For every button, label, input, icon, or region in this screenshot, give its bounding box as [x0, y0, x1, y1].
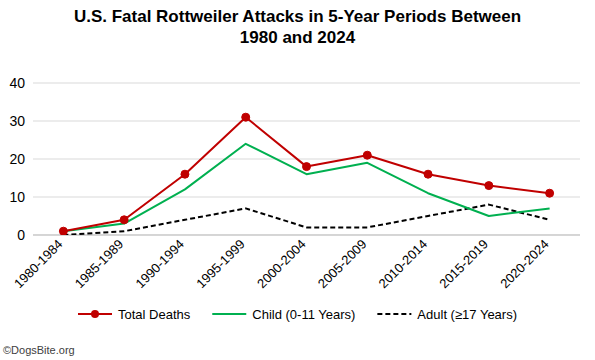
legend-swatch	[377, 313, 411, 315]
y-tick-label: 20	[9, 151, 25, 167]
series-marker	[485, 182, 493, 190]
series-marker	[242, 113, 250, 121]
grid-line	[33, 83, 580, 84]
legend-swatch	[212, 313, 246, 315]
legend: Total Deaths Child (0-11 Years) Adult (≥17…	[78, 307, 517, 322]
x-tick-label: 2015-2019	[436, 237, 491, 292]
legend-label: Adult (≥17 Years)	[417, 307, 517, 322]
series-marker	[181, 170, 189, 178]
x-tick-label: 2010-2014	[376, 237, 431, 292]
y-tick-label: 40	[9, 75, 25, 91]
grid-line	[33, 159, 580, 160]
grid-line	[33, 197, 580, 198]
legend-label: Child (0-11 Years)	[252, 307, 355, 322]
plot-area	[59, 113, 553, 235]
x-tick-label: 2000-2004	[254, 237, 309, 292]
x-tick-label: 2005-2009	[315, 237, 370, 292]
series-line	[63, 144, 549, 231]
series-line	[63, 117, 549, 231]
chart: 0 10 20 30 40 1980-19841985-19891990-19941995…	[0, 0, 595, 360]
legend-marker	[91, 310, 99, 318]
source: ©DogsBite.org	[3, 344, 75, 356]
y-tick-label: 0	[17, 227, 25, 243]
y-tick-label: 10	[9, 189, 25, 205]
x-tick-label: 1985-1989	[72, 237, 127, 292]
x-tick-label: 2020-2024	[497, 237, 552, 292]
chart-title: U.S. Fatal Rottweiler Attacks in 5-Year …	[63, 6, 533, 48]
series-line	[63, 205, 549, 235]
series-marker	[546, 189, 554, 197]
x-tick-label: 1990-1994	[132, 237, 187, 292]
series-marker	[424, 170, 432, 178]
y-tick-label: 30	[9, 113, 25, 129]
x-tick-label: 1995-1999	[193, 237, 248, 292]
legend-label: Total Deaths	[118, 307, 191, 322]
series-marker	[363, 151, 371, 159]
series-marker	[59, 227, 67, 235]
x-axis	[33, 235, 580, 236]
grid-line	[33, 121, 580, 122]
series-marker	[303, 163, 311, 171]
series-marker	[120, 216, 128, 224]
grid-line	[33, 235, 580, 236]
x-tick-label: 1980-1984	[11, 237, 66, 292]
